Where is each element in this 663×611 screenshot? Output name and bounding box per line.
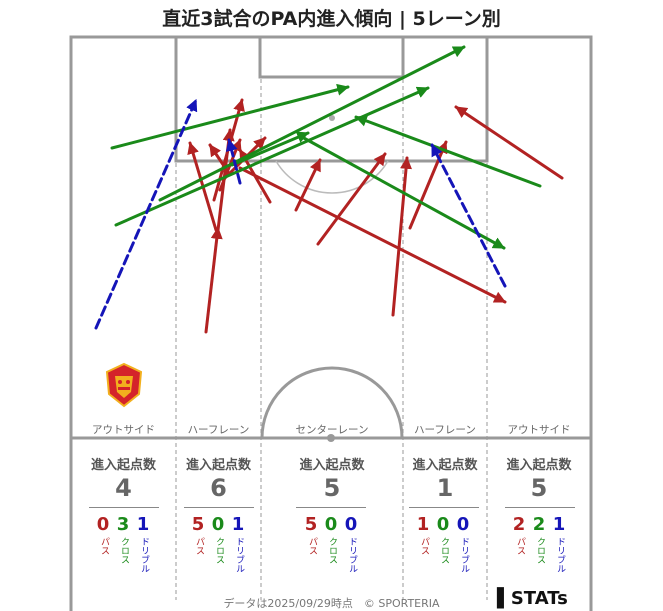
cross-arrow-1 xyxy=(114,86,430,227)
pass-arrow-0 xyxy=(204,226,223,334)
lane-3-cross-label: クロス xyxy=(439,537,449,564)
lane-3-pass-count: 1 xyxy=(416,514,430,535)
lane-1-cross-count: 0 xyxy=(211,514,225,535)
cross-arrow-0 xyxy=(110,83,350,150)
lane-label-outside-right: アウトサイド xyxy=(507,424,571,436)
lane-2-total: 5 xyxy=(323,474,341,502)
penalty-arc xyxy=(275,160,389,194)
team-crest xyxy=(103,362,145,412)
center-circle xyxy=(260,366,404,439)
lane-4-pass-count: 2 xyxy=(512,514,526,535)
cross-arrow-4 xyxy=(300,135,506,250)
lane-4-cross-label: クロス xyxy=(535,537,545,564)
lane-1-pass-label: パス xyxy=(194,537,204,555)
lane-2-dribble-label: ドリブル xyxy=(347,537,357,573)
lane-0-cross-count: 3 xyxy=(116,514,130,535)
lane-0-pass-label: パス xyxy=(99,537,109,555)
cross-arrow-3 xyxy=(230,131,310,167)
pass-arrow-10 xyxy=(316,152,387,246)
lane-0-cross-label: クロス xyxy=(119,537,129,564)
dribble-arrow-0 xyxy=(94,98,198,330)
cross-arrow-5 xyxy=(354,115,542,188)
lane-2-header: 進入起点数 xyxy=(299,458,365,473)
penalty-area xyxy=(174,35,489,163)
lane-3-total: 1 xyxy=(436,474,454,502)
pass-arrow-7 xyxy=(238,166,507,304)
lane-0-rule xyxy=(89,507,159,508)
cross-arrow-2 xyxy=(158,45,466,202)
lane-label-halfspace-left: ハーフレーン xyxy=(187,424,250,436)
lane-0-total: 4 xyxy=(115,474,132,502)
lane-4-rule xyxy=(505,507,575,508)
lane-0-pass-count: 0 xyxy=(96,514,110,535)
lane-label-outside-left: アウトサイド xyxy=(92,424,155,436)
lane-2-pass-count: 5 xyxy=(304,514,318,535)
lane-0-dribble-count: 1 xyxy=(136,514,150,535)
lane-2-pass-label: パス xyxy=(307,537,317,555)
lane-2-dribble-count: 0 xyxy=(344,514,358,535)
goal-area xyxy=(258,35,405,79)
dribble-arrow-2 xyxy=(430,143,507,288)
brand-logo: ▌STATs xyxy=(497,588,568,609)
pass-arrow-13 xyxy=(454,105,564,180)
lane-4-dribble-label: ドリブル xyxy=(555,537,565,573)
lane-3-pass-label: パス xyxy=(419,537,429,555)
lane-label-center: センターレーン xyxy=(295,424,369,436)
lane-4-cross-count: 2 xyxy=(532,514,546,535)
lane-3-cross-count: 0 xyxy=(436,514,450,535)
pass-arrow-11 xyxy=(391,156,413,317)
chart-title: 直近3試合のPA内進入傾向 | 5レーン別 xyxy=(162,8,501,30)
lane-2-rule xyxy=(296,507,366,508)
lane-label-halfspace-right: ハーフレーン xyxy=(414,424,476,436)
lane-0-dribble-label: ドリブル xyxy=(139,537,149,573)
lane-1-header: 進入起点数 xyxy=(185,458,251,473)
lane-0-header: 進入起点数 xyxy=(90,458,156,473)
lane-1-total: 6 xyxy=(210,474,227,502)
pass-arrow-9 xyxy=(294,158,322,212)
lane-3-dribble-count: 0 xyxy=(456,514,470,535)
lane-3-dribble-label: ドリブル xyxy=(459,537,469,573)
penalty-spot xyxy=(329,115,335,121)
footer-credit: データは2025/09/29時点 © SPORTERIA xyxy=(223,597,440,610)
brand-text: STATs xyxy=(510,588,568,609)
lane-4-header: 進入起点数 xyxy=(506,458,572,473)
lane-4-pass-label: パス xyxy=(515,537,525,555)
arrow-layer xyxy=(94,45,564,334)
lane-4-dribble-count: 1 xyxy=(552,514,566,535)
lane-3-rule xyxy=(409,507,479,508)
center-spot xyxy=(327,434,335,442)
lane-1-cross-label: クロス xyxy=(214,537,224,564)
lane-2-cross-count: 0 xyxy=(324,514,338,535)
lane-1-dribble-label: ドリブル xyxy=(234,537,244,573)
lane-1-dribble-count: 1 xyxy=(231,514,245,535)
lane-1-rule xyxy=(184,507,254,508)
lane-4-total: 5 xyxy=(530,474,548,502)
lane-1-pass-count: 5 xyxy=(191,514,205,535)
lane-3-header: 進入起点数 xyxy=(412,458,478,473)
pass-arrow-12 xyxy=(408,140,448,230)
dribble-arrow-1 xyxy=(225,138,242,185)
lane-2-cross-label: クロス xyxy=(327,537,337,564)
